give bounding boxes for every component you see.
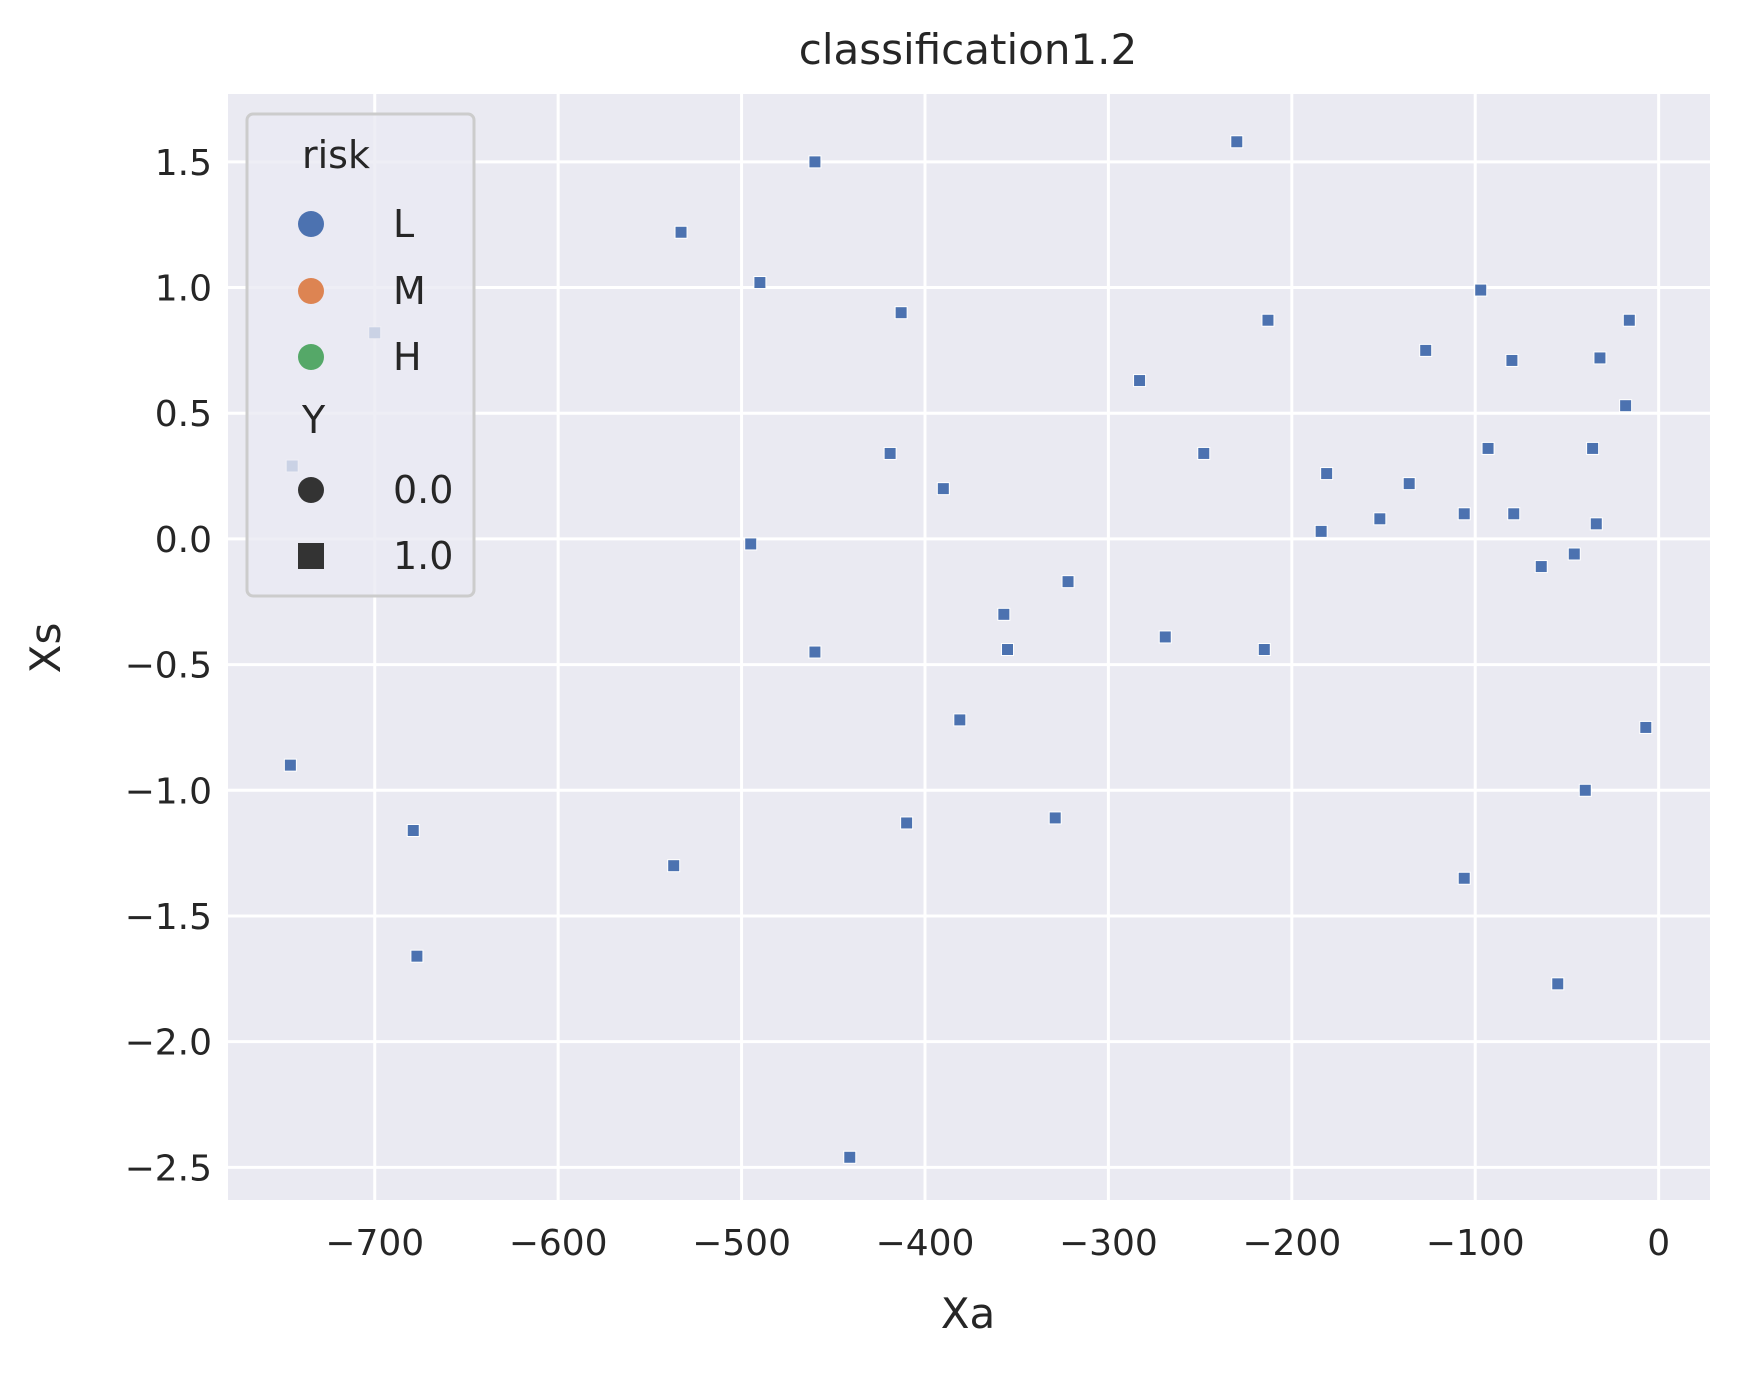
x-axis-label: Xa [941,1289,996,1338]
data-point [283,758,297,772]
data-point [1578,783,1592,797]
x-tick-label: −300 [1059,1223,1158,1264]
legend-label-0: 0.0 [393,468,453,512]
y-tick-label: −2.0 [125,1023,212,1064]
legend: risk L M H Y 0.0 1.0 [245,112,476,598]
data-point [1593,351,1607,365]
data-point [894,306,908,320]
data-point [1061,575,1075,589]
data-point [1567,547,1581,561]
legend-title-y: Y [301,398,326,442]
y-tick-labels: 1.5 1.0 0.5 0.0 −0.5 −1.0 −1.5 −2.0 −2.5 [125,143,212,1189]
x-tick-label: −200 [1242,1223,1341,1264]
data-point [1457,871,1471,885]
legend-marker-square [298,543,324,569]
data-point [1001,643,1015,657]
y-tick-label: −1.5 [125,897,212,938]
data-point [1373,512,1387,526]
data-point [1402,477,1416,491]
legend-label-1: 1.0 [393,534,453,578]
data-point [953,713,967,727]
y-tick-label: 1.0 [155,269,212,310]
legend-marker-m [298,278,324,304]
data-point [1314,524,1328,538]
y-tick-label: −2.5 [125,1148,212,1189]
y-axis-label: Xs [21,623,70,674]
x-tick-label: −100 [1426,1223,1525,1264]
data-point [1481,441,1495,455]
data-point [410,949,424,963]
legend-marker-circle [298,477,324,503]
legend-frame [245,112,476,598]
data-point [1622,313,1636,327]
x-tick-labels: −700 −600 −500 −400 −300 −200 −100 0 [325,1223,1670,1264]
data-point [808,645,822,659]
data-point [1419,343,1433,357]
data-point [1048,811,1062,825]
legend-label-h: H [393,335,422,379]
data-point [674,225,688,239]
data-point [1505,353,1519,367]
x-tick-label: −700 [325,1223,424,1264]
data-point [997,607,1011,621]
data-point [1639,720,1653,734]
data-point [1133,374,1147,388]
data-point [808,155,822,169]
legend-label-l: L [393,202,414,246]
legend-marker-h [298,344,324,370]
data-point [1507,507,1521,521]
legend-marker-l [298,211,324,237]
data-point [1534,560,1548,574]
data-point [883,446,897,460]
y-tick-label: −1.0 [125,771,212,812]
legend-title-risk: risk [302,133,370,177]
data-point [1320,467,1334,481]
data-point [1261,313,1275,327]
data-point [1257,643,1271,657]
x-tick-label: −400 [876,1223,975,1264]
data-point [406,823,420,837]
y-tick-label: 1.5 [155,143,212,184]
data-point [1457,507,1471,521]
x-tick-label: 0 [1647,1223,1670,1264]
y-tick-label: −0.5 [125,646,212,687]
data-point [1230,135,1244,149]
data-point [1197,446,1211,460]
data-point [753,276,767,290]
x-tick-label: −500 [692,1223,791,1264]
legend-label-m: M [393,269,426,313]
data-point [843,1150,857,1164]
y-tick-label: 0.0 [155,520,212,561]
data-point [667,859,681,873]
data-point [1474,283,1488,297]
data-point [900,816,914,830]
data-point [1589,517,1603,531]
data-point [1586,441,1600,455]
data-point [1619,399,1633,413]
x-tick-label: −600 [509,1223,608,1264]
data-point [936,482,950,496]
chart-title: classification1.2 [799,25,1137,74]
y-tick-label: 0.5 [155,394,212,435]
data-point [1158,630,1172,644]
data-point [744,537,758,551]
data-point [1551,977,1565,991]
